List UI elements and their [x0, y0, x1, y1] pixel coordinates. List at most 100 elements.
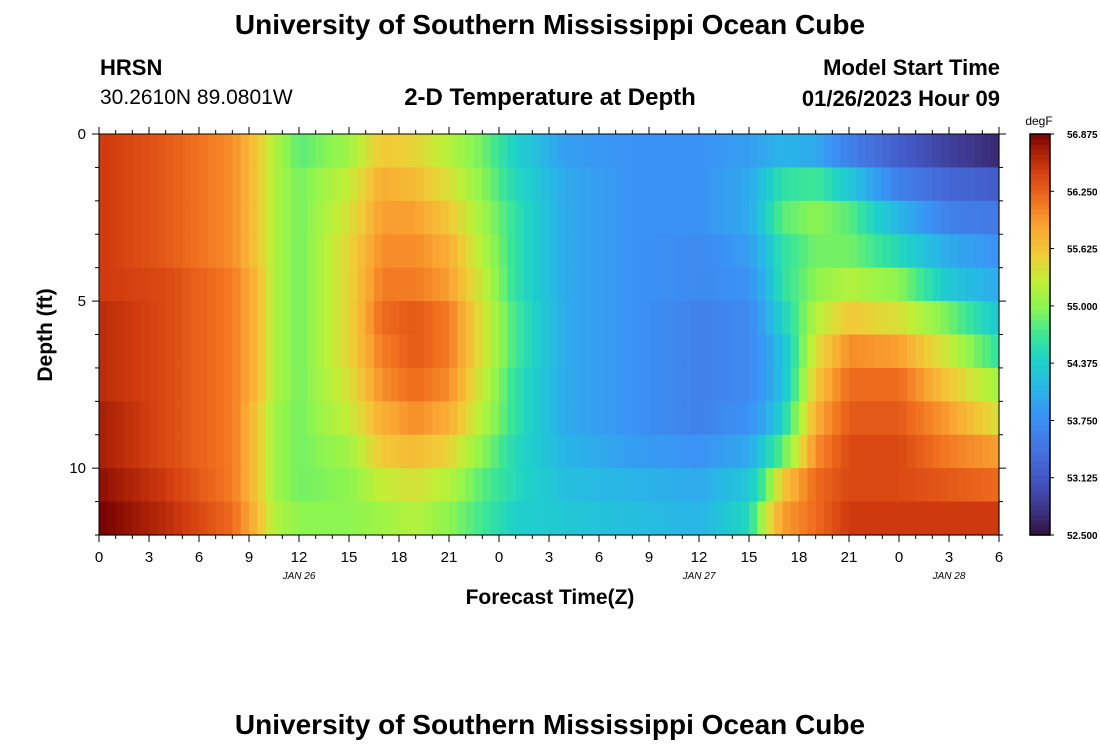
- heatmap-cell: [240, 167, 250, 202]
- heatmap-cell: [940, 401, 950, 436]
- heatmap-cell: [224, 234, 233, 269]
- heatmap-cell: [857, 334, 867, 369]
- heatmap-cell: [224, 134, 233, 169]
- heatmap-cell: [582, 301, 592, 336]
- heatmap-cell: [774, 468, 783, 503]
- heatmap-cell: [707, 334, 717, 369]
- heatmap-cell: [657, 267, 667, 302]
- colorbar-segment: [1030, 509, 1050, 516]
- heatmap-cell: [882, 267, 892, 302]
- heatmap-cell: [115, 501, 125, 536]
- heatmap-cell: [824, 200, 833, 235]
- heatmap-cell: [224, 334, 233, 369]
- heatmap-cell: [232, 134, 242, 169]
- heatmap-cell: [582, 434, 592, 469]
- heatmap-cell: [782, 501, 792, 536]
- heatmap-cell: [207, 134, 217, 169]
- heatmap-cell: [465, 367, 475, 402]
- heatmap-cell: [624, 267, 633, 302]
- heatmap-cell: [690, 501, 700, 536]
- heatmap-cell: [274, 167, 283, 202]
- heatmap-cell: [815, 134, 825, 169]
- colorbar: 56.875 56.250 55.625 55.000 54.375 53.750 53.1…: [1029, 130, 1098, 542]
- heatmap-cell: [774, 501, 783, 536]
- heatmap-cell: [799, 334, 808, 369]
- heatmap-cell: [265, 267, 275, 302]
- x-tick-label: 15: [341, 549, 358, 566]
- heatmap-cell: [649, 401, 658, 436]
- heatmap-cell: [840, 434, 850, 469]
- heatmap-cell: [899, 267, 908, 302]
- heatmap-cell: [399, 167, 408, 202]
- heatmap-cell: [507, 167, 517, 202]
- heatmap-cell: [499, 367, 508, 402]
- heatmap-cell: [240, 468, 250, 503]
- heatmap-cell: [824, 501, 833, 536]
- heatmap-cell: [157, 134, 167, 169]
- heatmap-cell: [257, 434, 267, 469]
- heatmap-cell: [557, 501, 567, 536]
- heatmap-cell: [840, 134, 850, 169]
- colorbar-segment: [1030, 324, 1050, 331]
- heatmap-cell: [199, 301, 208, 336]
- heatmap-cell: [532, 401, 542, 436]
- heatmap-cell: [740, 234, 750, 269]
- heatmap-cell: [632, 401, 642, 436]
- heatmap-cell: [349, 501, 358, 536]
- heatmap-cell: [499, 501, 508, 536]
- heatmap-cell: [649, 267, 658, 302]
- colorbar-segment: [1030, 174, 1050, 180]
- heatmap-cell: [515, 434, 525, 469]
- heatmap-cell: [799, 134, 808, 169]
- heatmap-cell: [490, 401, 500, 436]
- colorbar-segment: [1030, 184, 1050, 190]
- heatmap-cell: [149, 434, 158, 469]
- heatmap-cell: [299, 468, 308, 503]
- heatmap-cell: [407, 367, 417, 402]
- heatmap-cell: [490, 301, 500, 336]
- heatmap-cell: [557, 134, 567, 169]
- heatmap-cell: [774, 301, 783, 336]
- heatmap-cell: [657, 301, 667, 336]
- heatmap-cell: [499, 334, 508, 369]
- heatmap-cell: [249, 134, 258, 169]
- heatmap-cell: [324, 334, 333, 369]
- heatmap-cell: [849, 234, 858, 269]
- heatmap-cell: [199, 434, 208, 469]
- heatmap-cell: [332, 301, 342, 336]
- heatmap-cell: [740, 367, 750, 402]
- heatmap-cell: [749, 401, 758, 436]
- heatmap-cell: [465, 200, 475, 235]
- heatmap-cell: [265, 501, 275, 536]
- colorbar-segment: [1030, 364, 1050, 371]
- heatmap-cell: [949, 401, 958, 436]
- colorbar-tick-label: 55.000: [1067, 302, 1098, 313]
- heatmap-cell: [299, 200, 308, 235]
- heatmap-cell: [390, 434, 400, 469]
- heatmap-cell: [224, 301, 233, 336]
- heatmap-cell: [699, 334, 708, 369]
- colorbar-segment: [1030, 439, 1050, 446]
- heatmap-cell: [924, 501, 933, 536]
- heatmap-cell: [490, 200, 500, 235]
- heatmap-cell: [815, 200, 825, 235]
- heatmap-cell: [674, 401, 683, 436]
- heatmap-cell: [232, 468, 242, 503]
- heatmap-cell: [882, 234, 892, 269]
- heatmap-cell: [432, 334, 442, 369]
- heatmap-cell: [490, 234, 500, 269]
- heatmap-cell: [865, 134, 875, 169]
- heatmap-cell: [374, 301, 383, 336]
- heatmap-cell: [374, 234, 383, 269]
- heatmap-cell: [282, 267, 292, 302]
- heatmap-cell: [440, 200, 450, 235]
- heatmap-cell: [874, 367, 883, 402]
- heatmap-cell: [407, 301, 417, 336]
- heatmap-cell: [682, 200, 692, 235]
- heatmap-cell: [532, 134, 542, 169]
- colorbar-segment: [1030, 179, 1050, 185]
- heatmap-cell: [224, 200, 233, 235]
- heatmap-cell: [499, 234, 508, 269]
- heatmap-cell: [849, 301, 858, 336]
- heatmap-cell: [774, 134, 783, 169]
